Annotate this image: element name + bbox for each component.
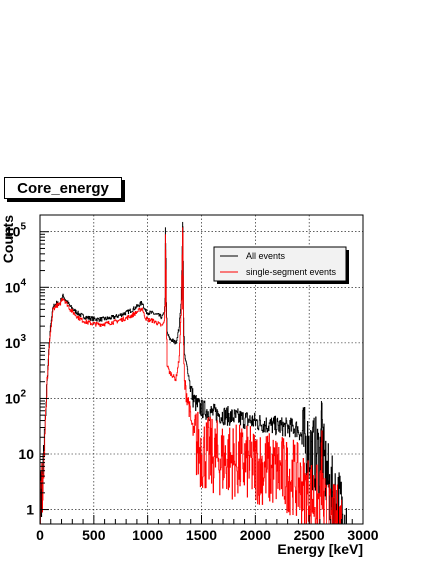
legend-entry: All events [246,251,286,261]
y-tick-label: 104 [5,277,27,295]
x-tick-label: 2500 [294,527,325,543]
y-axis-label: Counts [0,215,16,263]
x-tick-label: 3000 [347,527,378,543]
x-tick-label: 0 [36,527,44,543]
y-tick-label: 10 [18,446,34,462]
x-tick-label: 1500 [186,527,217,543]
legend-box [213,246,347,282]
series-line [40,226,347,525]
series-line [40,233,342,525]
x-tick-label: 500 [82,527,106,543]
series-single-segment-events [40,227,342,525]
y-tick-label: 103 [5,333,27,351]
y-tick-label: 105 [5,222,27,240]
x-tick-label: 1000 [132,527,163,543]
grid [40,215,363,524]
y-tick-label: 1 [26,502,34,518]
x-axis-label: Energy [keV] [277,541,363,557]
chart-title: Core_energy [17,180,109,197]
legend-entry: single-segment events [246,267,337,277]
series-layer [40,221,347,525]
tick-labels: 0 500 1000 1500 2000 2500 3000 1 10 102 103 104 105 [5,222,379,543]
legend: All events single-segment events [213,246,349,284]
y-tick-label: 102 [5,388,27,406]
chart-title-box: Core_energy [4,177,122,199]
ticks [39,214,364,524]
x-tick-label: 2000 [240,527,271,543]
